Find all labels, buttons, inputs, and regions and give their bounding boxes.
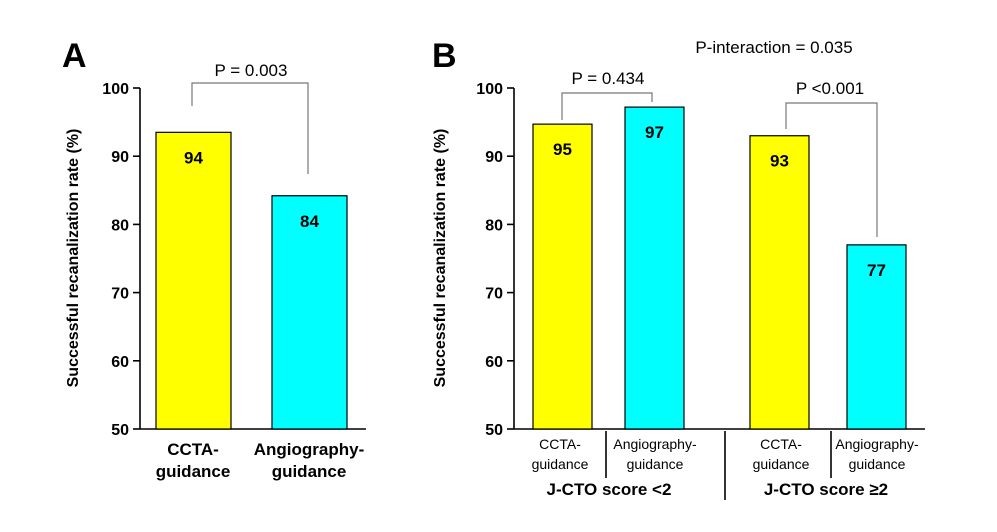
panel-b-value-label-high-ccta: 93 [770,152,789,171]
panel-b-y-tick-label-70: 70 [485,286,503,303]
panel-b-bar-labels: 95 97 93 77 [553,123,886,280]
panel-b-y-ticks: 50 60 70 80 90 100 [476,81,514,439]
panel-b-letter: B [432,37,457,75]
panel-b-x-tick-label-high-ccta-line2: guidance [753,456,810,472]
panel-a-x-tick-label-angiography-line1: Angiography- [254,440,365,459]
panel-a-x-tick-label-ccta-line2: guidance [156,462,231,481]
panel-b-y-tick-label-90: 90 [485,149,503,166]
panel-b-x-tick-label-high-angiography-line2: guidance [849,456,906,472]
panel-b-y-tick-label-100: 100 [476,81,503,98]
panel-a-value-label-ccta: 94 [184,148,203,167]
panel-b-group-label-low: J-CTO score <2 [547,480,672,499]
panel-b-x-tick-label-high-angiography-line1: Angiography- [835,436,919,452]
panel-a-letter: A [62,37,87,75]
panel-b-x-tick-label-low-ccta-line1: CCTA- [539,436,581,452]
panel-b-y-axis-label: Successful recanalization rate (%) [432,129,449,388]
panel-b-y-tick-label-50: 50 [485,422,503,439]
panel-a-y-tick-label-100: 100 [102,81,129,98]
panel-b-x-tick-label-high-ccta-line1: CCTA- [760,436,802,452]
panel-a-value-label-angiography: 84 [300,212,319,231]
panel-b-significance-bracket-low [561,92,653,120]
panel-a-y-tick-label-60: 60 [111,354,129,371]
panel-a-y-ticks: 50 60 70 80 90 100 [102,81,140,439]
panel-a-y-tick-label-90: 90 [111,149,129,166]
panel-b-y-tick-label-60: 60 [485,354,503,371]
panel-b-bar-high-ccta [749,135,810,430]
panel-b-p-interaction: P-interaction = 0.035 [695,38,852,57]
panel-b-y-tick-label-80: 80 [485,217,503,234]
panel-a-significance-bracket [191,82,309,174]
panel-a-x-categories: CCTA- guidance Angiography- guidance [156,440,365,481]
panel-b-p-value-low: P = 0.434 [572,69,645,88]
panel-b-p-value-high: P <0.001 [796,79,864,98]
panel-b-x-categories: CCTA- guidance Angiography- guidance CCT… [532,436,919,472]
panel-a: A Successful recanalization rate (%) 50 6… [62,37,366,481]
panel-a-bar-angiography [271,195,348,430]
panel-a-p-value: P = 0.003 [215,61,288,80]
panel-b-bar-high-angiography [846,244,907,430]
panel-b-value-label-low-angiography: 97 [645,123,664,142]
panel-b-x-tick-label-low-ccta-line2: guidance [532,456,589,472]
panel-a-y-tick-label-70: 70 [111,286,129,303]
panel-b-bar-low-ccta [532,123,593,430]
panel-b-x-tick-label-low-angiography-line2: guidance [627,456,684,472]
panel-b-significance-bracket-high [785,102,878,237]
panel-b-value-label-low-ccta: 95 [553,140,572,159]
panel-a-y-axis-label: Successful recanalization rate (%) [65,129,82,388]
panel-a-y-tick-label-80: 80 [111,217,129,234]
panel-b-bars [532,106,907,430]
panel-b-x-tick-label-low-angiography-line1: Angiography- [613,436,697,452]
panel-b-bar-low-angiography [624,106,685,430]
panel-b-group-label-high: J-CTO score ≥2 [764,480,888,499]
panel-b: B P-interaction = 0.035 Successful recan… [432,37,925,500]
panel-a-x-tick-label-ccta-line1: CCTA- [167,440,219,459]
panel-b-value-label-high-angiography: 77 [867,261,886,280]
panel-a-bar-ccta [155,131,232,430]
panel-a-x-tick-label-angiography-line2: guidance [272,462,347,481]
panel-a-bars [155,131,348,430]
panel-a-y-tick-label-50: 50 [111,422,129,439]
panel-a-bar-labels: 94 84 [184,148,319,230]
